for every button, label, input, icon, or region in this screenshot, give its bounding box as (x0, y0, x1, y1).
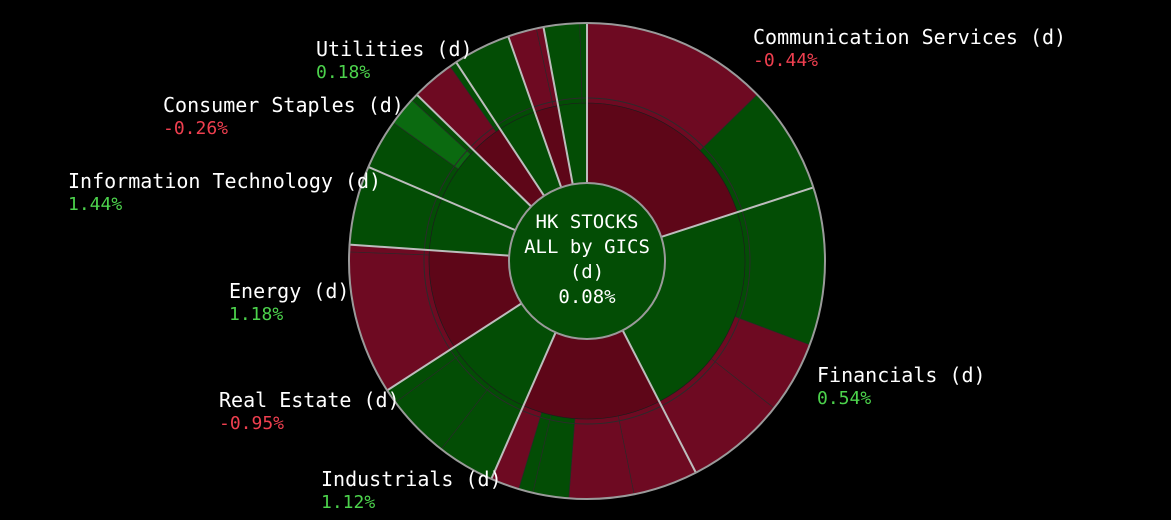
center-title-line-1: HK STOCKS (536, 211, 639, 233)
label-communication-services-change: -0.44% (753, 50, 818, 71)
sector-divider-materials (542, 26, 574, 185)
label-real-estate-name: Real Estate (d) (219, 388, 400, 412)
label-real-estate[interactable]: Real Estate (d) -0.95% (219, 388, 400, 434)
sector-divider-energy (349, 243, 510, 257)
label-industrials[interactable]: Industrials (d) 1.12% (321, 467, 502, 513)
inner-ring (428, 102, 746, 420)
label-information-technology-change: 1.44% (68, 194, 122, 215)
label-communication-services[interactable]: Communication Services (d) -0.44% (753, 25, 1066, 71)
outer-ring (348, 22, 826, 500)
label-industrials-change: 1.12% (321, 492, 375, 513)
label-utilities-name: Utilities (d) (316, 37, 473, 61)
label-energy-name: Energy (d) (229, 279, 349, 303)
sector-divider-utilities (455, 61, 545, 197)
label-industrials-name: Industrials (d) (321, 467, 502, 491)
label-utilities[interactable]: Utilities (d) 0.18% (316, 37, 473, 83)
sector-divider-industrials (490, 332, 557, 480)
label-real-estate-change: -0.95% (219, 413, 284, 434)
label-financials-change: 0.54% (817, 388, 871, 409)
outer-segment-financials-1[interactable] (734, 187, 826, 346)
label-financials-name: Financials (d) (817, 363, 986, 387)
label-information-technology-name: Information Technology (d) (68, 169, 381, 193)
sector-divider-consumer-discretionary (621, 329, 697, 474)
ring-outlines (348, 22, 826, 500)
label-financials[interactable]: Financials (d) 0.54% (817, 363, 986, 409)
outer-ring-border (348, 22, 826, 500)
center-title-line-2: ALL by GICS (524, 236, 650, 258)
label-consumer-staples-name: Consumer Staples (d) (163, 93, 404, 117)
label-information-technology[interactable]: Information Technology (d) 1.44% (68, 169, 381, 215)
label-consumer-staples-change: -0.26% (163, 118, 228, 139)
sector-divider-information-technology (367, 166, 516, 232)
label-consumer-staples[interactable]: Consumer Staples (d) -0.26% (163, 93, 404, 139)
center-value: 0.08% (558, 286, 616, 308)
center-circle (508, 182, 666, 340)
sector-divider-real-estate (386, 302, 523, 392)
sector-divider-health-care (507, 36, 563, 188)
label-communication-services-name: Communication Services (d) (753, 25, 1066, 49)
label-utilities-change: 0.18% (316, 62, 370, 83)
center-disc: HK STOCKS ALL by GICS (d) 0.08% (508, 182, 666, 340)
label-energy[interactable]: Energy (d) 1.18% (229, 279, 349, 325)
sector-divider-financials (660, 186, 814, 238)
sector-divider-consumer-staples (416, 93, 532, 208)
label-energy-change: 1.18% (229, 304, 283, 325)
center-title-line-3: (d) (570, 261, 604, 283)
